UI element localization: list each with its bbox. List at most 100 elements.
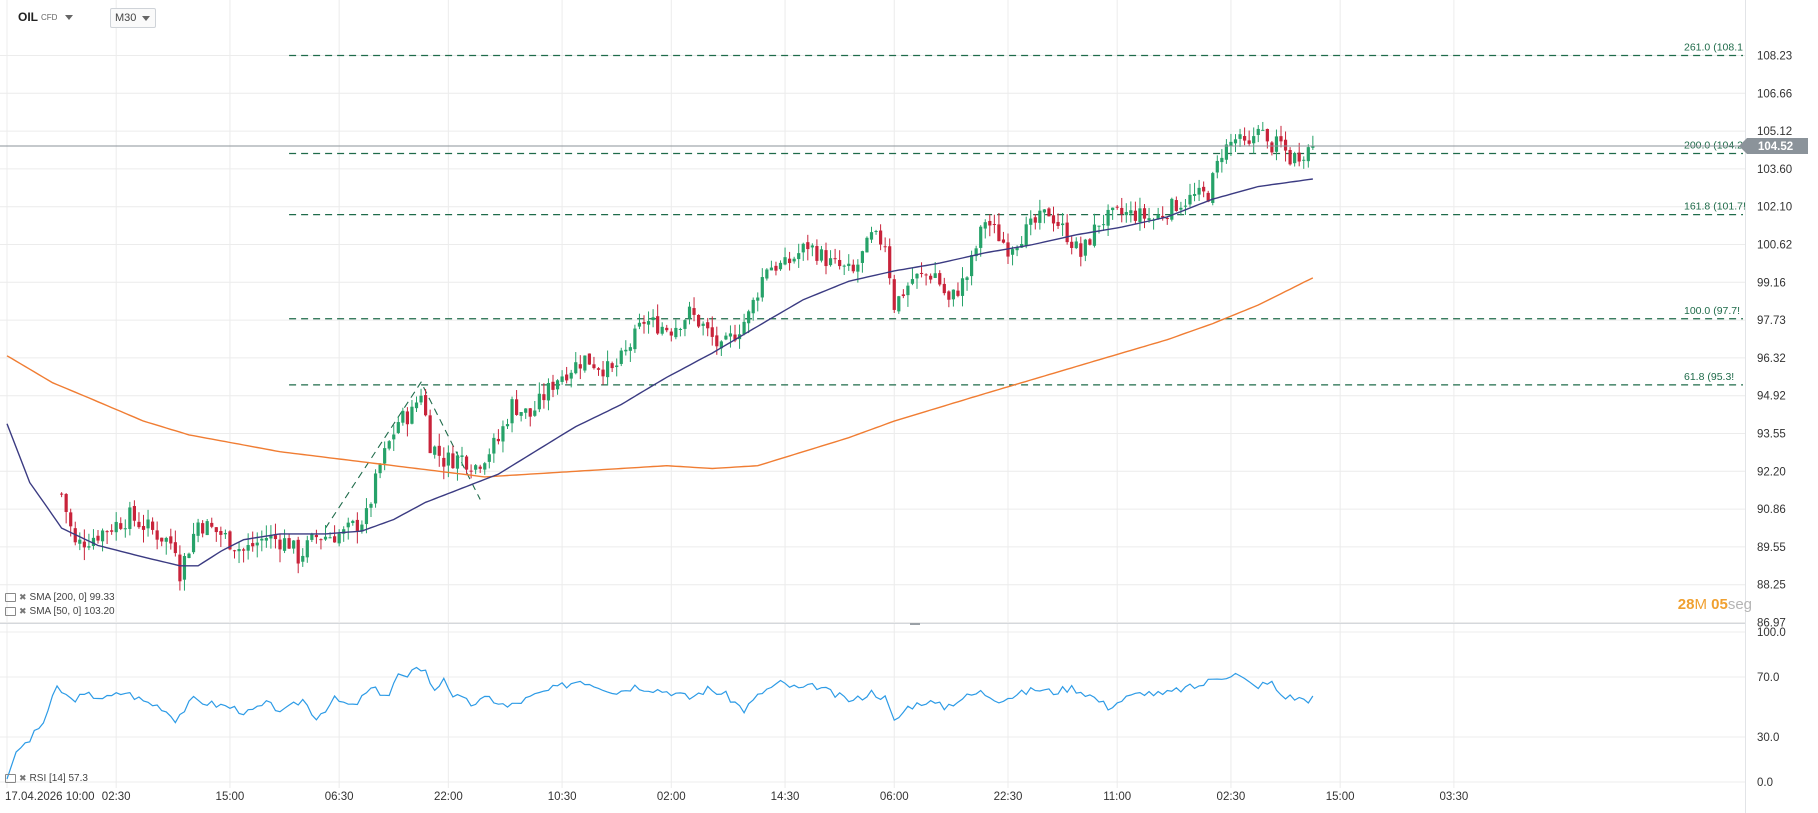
candle-body [1279,136,1283,142]
candle-body [592,364,596,369]
candle-body [273,535,278,540]
countdown-minutes: 28 [1677,596,1695,613]
candle-body [1092,224,1097,246]
candle-body [938,273,942,285]
candle-body [724,335,728,340]
candle-body [979,226,983,248]
candle-body [337,533,341,544]
legend-rsi[interactable]: ✖ RSI [14] 57.3 [5,773,88,784]
settings-icon[interactable] [5,607,16,616]
candle-body [246,545,250,551]
candle-body [637,322,642,327]
candle-body [1056,221,1060,226]
candle-body [778,262,783,270]
candle-body [196,522,200,536]
candle-body [219,531,223,535]
symbol-selector[interactable]: OIL CFD [18,8,74,26]
candle-body [910,279,915,284]
candle-body [865,237,869,253]
candle-body [1179,207,1183,210]
fib-level-label: 161.8 (101.7! [1684,201,1746,213]
legend-sma200-label: SMA [200, 0] 99.33 [29,592,115,603]
candle-body [1306,147,1310,162]
price-tick-label: 88.25 [1757,580,1786,592]
candle-body [1211,173,1215,203]
candle-body [119,523,123,529]
sma200-line [6,277,1314,478]
price-tick-label: 102.10 [1757,202,1792,214]
price-tick-label: 90.86 [1757,504,1786,516]
candle-body [1120,207,1124,215]
candle-body [788,258,792,264]
candle-body [583,355,587,371]
legend-sma50[interactable]: ✖ SMA [50, 0] 103.20 [5,606,115,617]
candle-body [64,494,68,512]
candle-body [1042,209,1046,213]
candle-body [96,535,100,541]
candle-body [446,452,450,466]
candle-body [751,299,755,314]
candle-body [328,537,332,539]
candle-body [364,508,369,525]
fib-level-label: 61.8 (95.3! [1684,371,1734,383]
candle-body [819,249,824,261]
settings-icon[interactable] [5,774,16,783]
close-icon[interactable]: ✖ [19,606,27,616]
candle-body [278,539,282,550]
candle-body [838,259,842,267]
candle-body [992,223,996,225]
candle-body [114,521,118,533]
candle-body [128,507,132,529]
price-tick-label: 108.23 [1757,51,1792,63]
timeframe-label: M30 [115,12,137,24]
candle-body [237,549,241,552]
candle-body [1142,208,1147,219]
candle-body [264,538,268,541]
candle-body [1061,223,1065,226]
time-tick-label: 22:30 [994,791,1023,803]
candle-body [419,395,423,403]
price-tick-label: 92.20 [1757,466,1786,478]
candle-body [715,335,719,347]
candle-body [601,369,605,377]
candle-body [1170,198,1174,220]
candle-body [82,541,86,548]
candle-body [619,350,623,364]
fib-level-label: 261.0 (108.1 [1684,42,1743,54]
candle-body [342,529,346,534]
rsi-line [6,666,1314,780]
candle-body [392,434,396,440]
candle-body [669,331,673,336]
legend-sma200[interactable]: ✖ SMA [200, 0] 99.33 [5,592,115,603]
price-tick-label: 105.12 [1757,126,1792,138]
candle-body [988,220,992,226]
current-price-tag [1739,138,1808,155]
candle-body [510,399,514,424]
candle-body [314,534,318,538]
settings-icon[interactable] [5,593,16,602]
price-tick-label: 99.16 [1757,277,1786,289]
candle-body [1274,136,1279,152]
candle-body [1129,210,1133,214]
timeframe-selector[interactable]: M30 [110,8,157,28]
candle-body [1015,247,1019,251]
candle-body [760,277,764,298]
close-icon[interactable]: ✖ [19,773,27,783]
price-tick-label: 86.97 [1757,618,1786,630]
candle-body [665,327,669,331]
candle-body [842,265,846,267]
candle-body [1029,218,1033,225]
candle-body [519,412,523,416]
candle-body [1297,152,1301,162]
candle-body [783,257,787,265]
candle-body [769,267,773,271]
candle-body [255,542,259,546]
candle-body [1302,159,1306,161]
candle-body [951,289,955,300]
candle-body [169,536,173,544]
candle-body [496,438,500,442]
close-icon[interactable]: ✖ [19,592,27,602]
candle-body [296,539,300,564]
candle-body [483,463,487,470]
